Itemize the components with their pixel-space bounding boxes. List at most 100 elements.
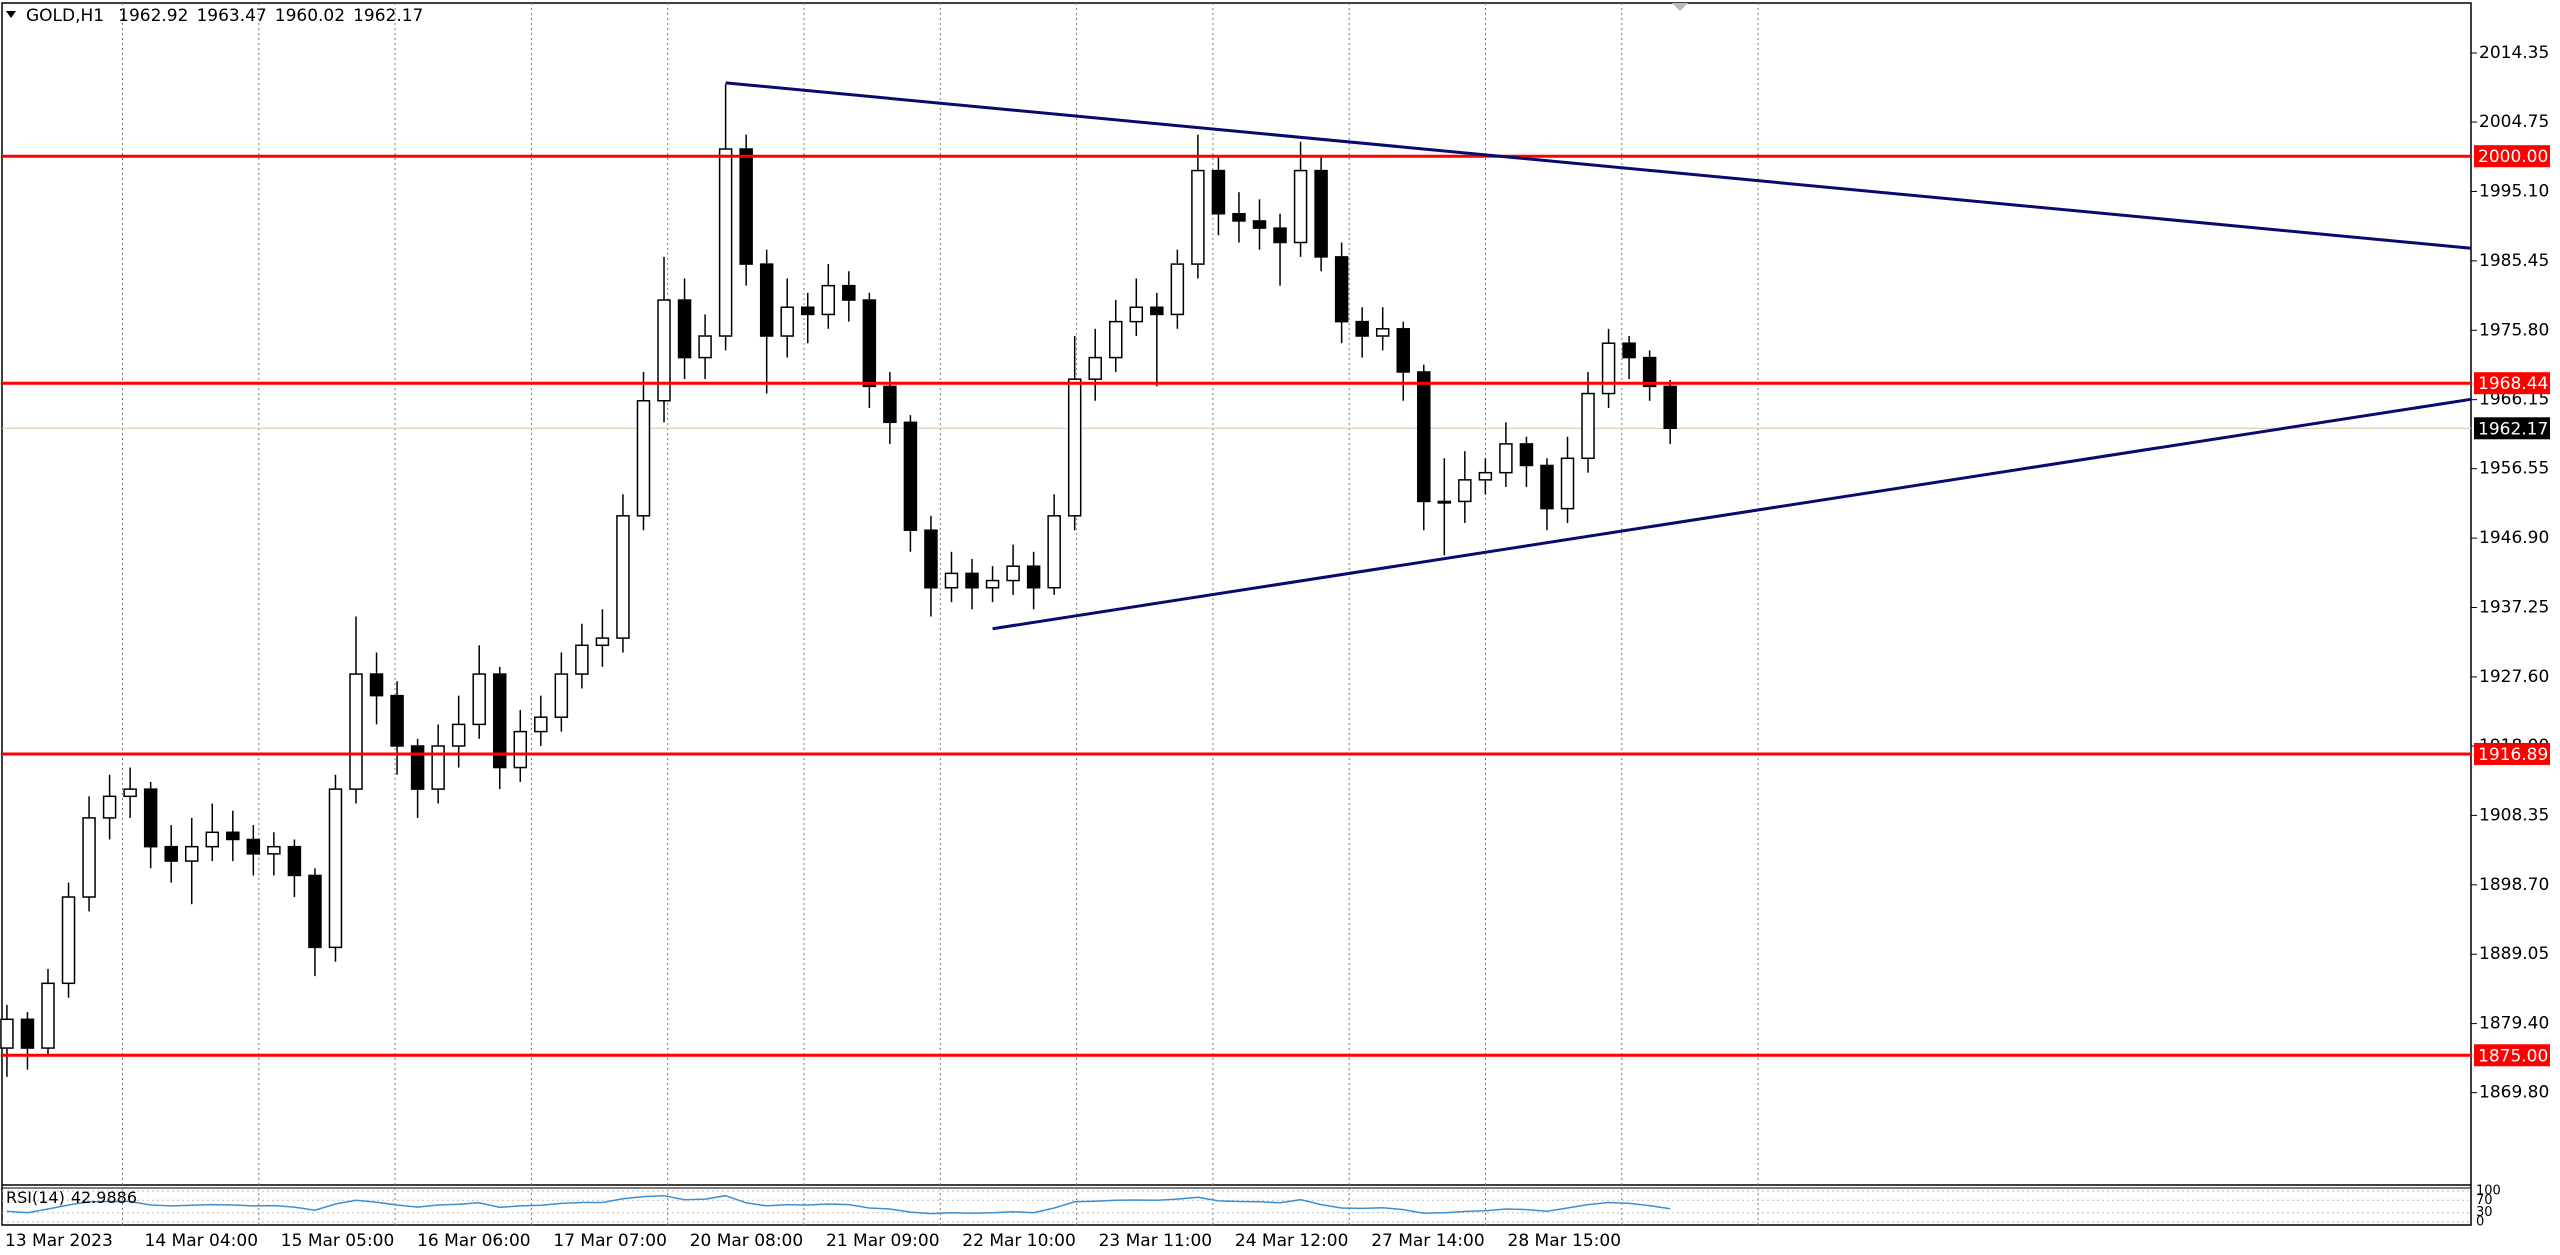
x-tick-label: 20 Mar 08:00 [690, 1231, 804, 1251]
candle-body [677, 299, 692, 359]
rsi-tick-label: 70 [2476, 1193, 2493, 1208]
level-label: 1916.89 [2478, 745, 2548, 765]
x-tick-label: 28 Mar 15:00 [1508, 1231, 1622, 1251]
candle-body [184, 845, 199, 862]
candle-body [41, 982, 55, 1049]
candle-body [985, 579, 1000, 589]
shift-marker [1672, 3, 1688, 11]
candle-body [472, 673, 486, 726]
y-tick-label: 1956.55 [2479, 459, 2549, 479]
rsi-tick-label: 30 [2476, 1205, 2493, 1220]
y-tick-label: 1995.10 [2479, 181, 2549, 201]
candle-body [1211, 169, 1226, 215]
y-tick-label: 1946.90 [2479, 528, 2549, 548]
y-tick-label: 1889.05 [2479, 944, 2549, 964]
y-tick-label: 1975.80 [2479, 320, 2549, 340]
candle-body [1170, 263, 1185, 316]
candle-body [1540, 464, 1554, 510]
x-tick-label: 15 Mar 05:00 [281, 1231, 395, 1251]
symbol: GOLD,H1 [26, 6, 104, 26]
level-label-box [2474, 1044, 2550, 1067]
x-tick-label: 27 Mar 14:00 [1371, 1231, 1485, 1251]
rsi-name: RSI(14) [6, 1188, 65, 1207]
x-tick-label: 13 Mar 2023 [5, 1231, 113, 1251]
level-label: 1968.44 [2478, 374, 2548, 394]
candle-body [801, 306, 815, 316]
candle-body [780, 306, 794, 337]
candle-body [267, 845, 281, 855]
candle-body [575, 644, 589, 675]
candle-body [759, 263, 774, 337]
bid-label: 1962.17 [2478, 419, 2548, 439]
candle-body [1273, 227, 1287, 244]
y-tick-label: 1966.15 [2479, 390, 2549, 410]
candle-body [431, 745, 445, 790]
candle-body [1601, 342, 1616, 395]
x-tick-label: 14 Mar 04:00 [145, 1231, 259, 1251]
candle-body [534, 716, 548, 733]
candle-body [1499, 443, 1513, 474]
plot-frame [1, 2, 2472, 1226]
high: 1963.47 [196, 6, 266, 26]
y-tick-label: 1985.45 [2479, 251, 2549, 271]
level-label-box [2474, 742, 2550, 765]
candle-body [821, 284, 836, 316]
y-tick-label: 1937.25 [2479, 598, 2549, 618]
y-tick-label: 1869.80 [2479, 1083, 2549, 1103]
level-label: 2000.00 [2478, 147, 2548, 167]
level-label-box [2474, 372, 2550, 395]
candle-body [1314, 169, 1328, 258]
candle-body [698, 335, 712, 359]
candle-body [1191, 169, 1205, 265]
close: 1962.17 [353, 6, 423, 26]
y-tick-label: 1879.40 [2479, 1014, 2549, 1034]
candle-body [1560, 457, 1575, 510]
candle-body [513, 730, 528, 769]
candle-body [842, 284, 856, 301]
candle-body [349, 673, 363, 790]
candle-body [369, 673, 384, 697]
candle-body [1622, 342, 1636, 359]
candle-body [1663, 385, 1677, 430]
trendline [725, 81, 2472, 250]
candle-body [1047, 515, 1061, 589]
candle-body [82, 817, 96, 898]
candle-body [308, 874, 322, 949]
candle-body [1375, 328, 1390, 337]
trendline [992, 397, 2472, 631]
candle-body [1026, 565, 1041, 589]
candle-body [390, 694, 404, 747]
rsi-tick-label: 0 [2476, 1215, 2484, 1230]
candle-body [1458, 479, 1472, 503]
candle-body [1129, 306, 1144, 323]
header: GOLD,H1 1962.92 1963.47 1960.02 1962.17 [26, 6, 423, 26]
candle-body [965, 572, 979, 589]
y-tick-label: 1908.35 [2479, 805, 2549, 825]
candle-body [883, 385, 897, 424]
candle-body [718, 148, 733, 337]
candle-body [1293, 169, 1308, 244]
bid-label-box [2474, 417, 2550, 440]
candle-body [616, 515, 630, 639]
candle-body [657, 299, 671, 402]
candle-body [1109, 320, 1123, 359]
candle-body [739, 148, 753, 265]
candle-body [61, 896, 76, 985]
candle-body [1355, 320, 1369, 337]
candle-body [1417, 371, 1431, 503]
rsi-line [6, 1194, 1671, 1215]
candle-body [492, 673, 507, 769]
x-tick-label: 23 Mar 11:00 [1099, 1231, 1213, 1251]
candle-body [102, 795, 117, 819]
candle-body [1437, 500, 1452, 504]
candle-body [1252, 220, 1267, 229]
candle-body [1642, 356, 1657, 388]
candle-body [1478, 471, 1493, 481]
x-tick-label: 16 Mar 06:00 [417, 1231, 531, 1251]
y-tick-label: 2014.35 [2479, 43, 2549, 63]
candle-body [287, 845, 302, 877]
candle-body [1150, 306, 1164, 316]
candle-body [246, 838, 261, 855]
open: 1962.92 [118, 6, 188, 26]
